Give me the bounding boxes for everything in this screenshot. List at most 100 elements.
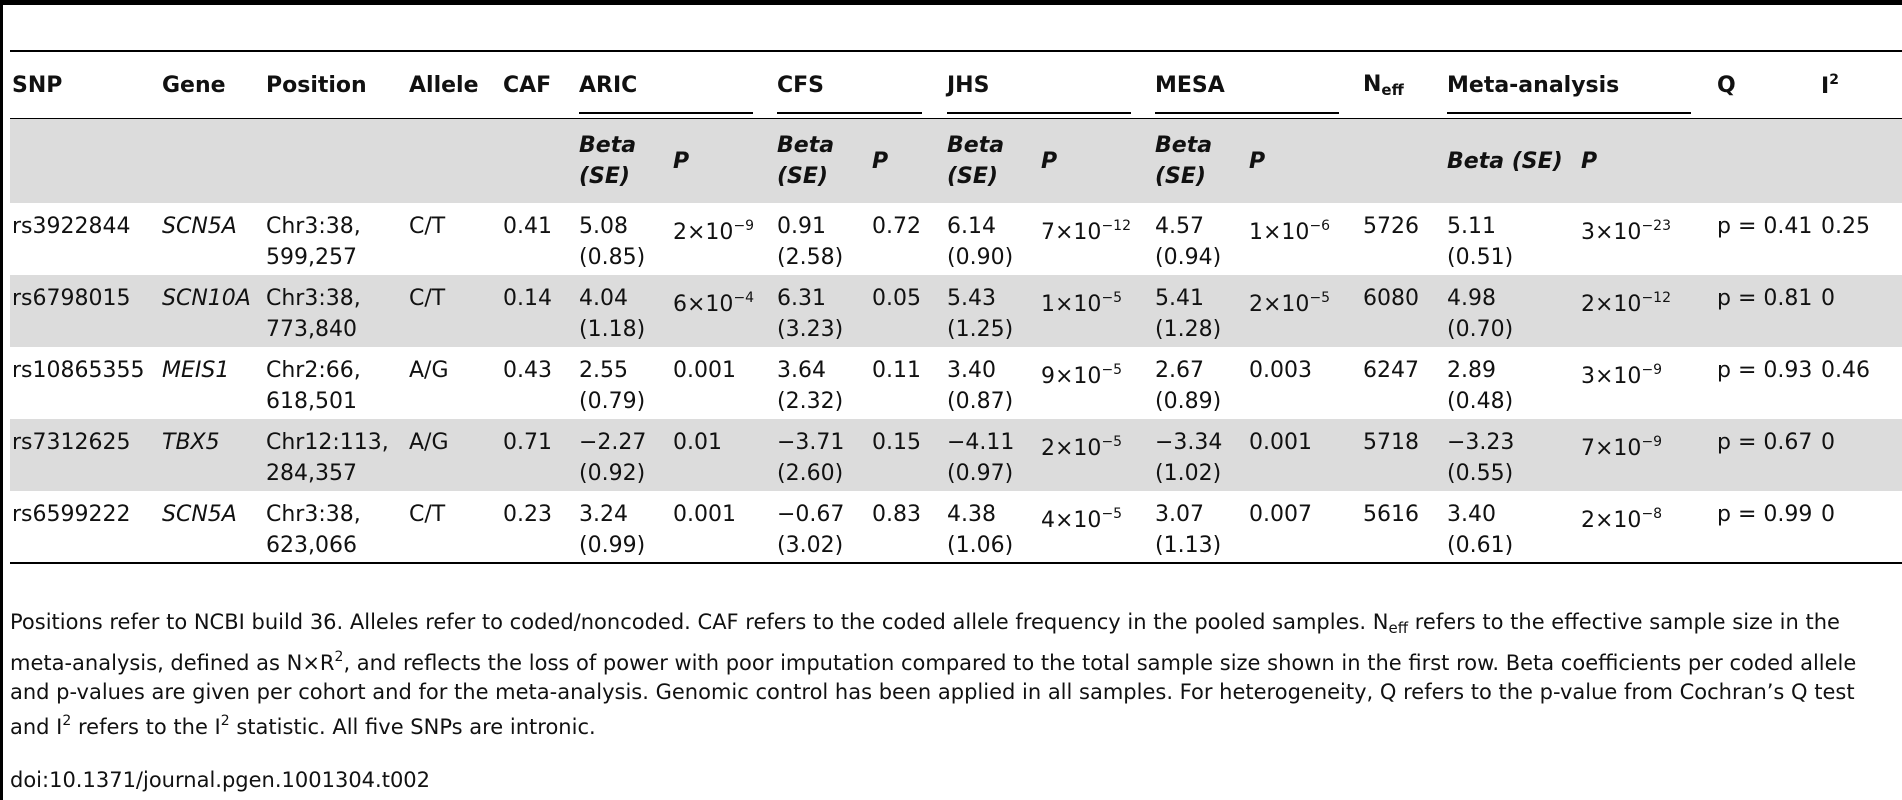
cfs-label: CFS — [777, 73, 922, 114]
i2-cell: 0.46 — [1821, 358, 1870, 383]
caf-cell: 0.23 — [501, 491, 577, 564]
meta-p-cell: 2×10−12 — [1579, 275, 1715, 347]
i2-cell: 0.25 — [1821, 214, 1870, 239]
cfs-p-cell: 0.15 — [870, 419, 945, 491]
jhs-beta-cell: 5.43 (1.25) — [945, 275, 1039, 347]
mesa-p-cell: 0.007 — [1247, 491, 1361, 564]
gene-cell: SCN10A — [160, 275, 264, 347]
col-mesa: MESA — [1153, 50, 1361, 119]
i2-cell: 0 — [1819, 491, 1902, 564]
meta-beta-cell: −3.23 (0.55) — [1445, 419, 1579, 491]
q-cell: p = 0.99 — [1715, 491, 1819, 564]
meta-p-cell: 7×10−9 — [1579, 419, 1715, 491]
jhs-p-cell: 2×10−5 — [1039, 419, 1153, 491]
q-cell: p = 0.93 — [1717, 358, 1813, 383]
allele-cell: C/T — [409, 214, 446, 239]
cfs-p-cell: 0.72 — [872, 214, 921, 239]
neff-cell: 5726 — [1363, 214, 1419, 239]
neff-base: N — [1363, 71, 1382, 97]
left-border — [0, 0, 3, 800]
jhs-beta-cell: 6.14 (0.90) — [947, 214, 1014, 270]
jhs-beta-header: Beta (SE) — [945, 118, 1039, 203]
meta-label: Meta-analysis — [1447, 73, 1691, 114]
position-cell: Chr2:66, 618,501 — [266, 358, 361, 414]
aric-p-cell: 0.001 — [673, 358, 736, 383]
col-i2: I2 — [1819, 50, 1902, 119]
allele-cell: A/G — [407, 419, 501, 491]
i2-cell: 0 — [1819, 275, 1902, 347]
aric-p-cell: 6×10−4 — [671, 275, 775, 347]
aric-label: ARIC — [579, 73, 753, 114]
neff-cell: 6080 — [1361, 275, 1445, 347]
position-cell: Chr3:38, 623,066 — [264, 491, 407, 564]
table-row: rs6798015 SCN10A Chr3:38, 773,840 C/T 0.1… — [10, 275, 1902, 347]
caf-cell: 0.43 — [503, 358, 552, 383]
mesa-p-cell: 0.001 — [1247, 419, 1361, 491]
col-q: Q — [1715, 50, 1819, 119]
col-neff: Neff — [1361, 50, 1445, 119]
table-row: rs3922844 SCN5A Chr3:38, 599,257 C/T 0.41… — [10, 203, 1902, 275]
mesa-p-cell: 2×10−5 — [1247, 275, 1361, 347]
cfs-p-cell: 0.05 — [870, 275, 945, 347]
aric-beta-cell: 2.55 (0.79) — [579, 358, 646, 414]
mesa-p-header: P — [1247, 118, 1361, 203]
col-snp: SNP — [10, 50, 160, 119]
jhs-p-cell: 7×10−12 — [1041, 218, 1131, 245]
cfs-beta-cell: 6.31 (3.23) — [775, 275, 870, 347]
cfs-beta-header: Beta (SE) — [775, 118, 870, 203]
allele-cell: C/T — [407, 491, 501, 564]
meta-p-cell: 3×10−23 — [1581, 218, 1671, 245]
cfs-beta-cell: 0.91 (2.58) — [777, 214, 844, 270]
cfs-p-header: P — [870, 118, 945, 203]
i2-sup: 2 — [1829, 71, 1839, 88]
caf-cell: 0.14 — [501, 275, 577, 347]
meta-beta-cell: 4.98 (0.70) — [1445, 275, 1579, 347]
mesa-beta-cell: −3.34 (1.02) — [1153, 419, 1247, 491]
mesa-label: MESA — [1155, 73, 1339, 114]
header-row: SNP Gene Position Allele CAF ARIC CFS JH… — [10, 50, 1902, 119]
allele-cell: A/G — [409, 358, 449, 383]
col-cfs: CFS — [775, 50, 945, 119]
mesa-p-cell: 0.003 — [1249, 358, 1312, 383]
gene-cell: MEIS1 — [162, 358, 230, 383]
col-aric: ARIC — [577, 50, 775, 119]
table-row: rs10865355 MEIS1 Chr2:66, 618,501 A/G 0.4… — [10, 347, 1902, 419]
cfs-beta-cell: −3.71 (2.60) — [775, 419, 870, 491]
meta-beta-cell: 2.89 (0.48) — [1447, 358, 1514, 414]
q-cell: p = 0.41 — [1717, 214, 1813, 239]
meta-p-header: P — [1579, 118, 1715, 203]
neff-cell: 6247 — [1363, 358, 1419, 383]
snp-cell: rs7312625 — [10, 419, 160, 491]
col-gene: Gene — [160, 50, 264, 119]
col-position: Position — [264, 50, 407, 119]
gene-cell: TBX5 — [160, 419, 264, 491]
aric-beta-header: Beta (SE) — [577, 118, 671, 203]
col-jhs: JHS — [945, 50, 1153, 119]
meta-beta-header: Beta (SE) — [1445, 118, 1579, 203]
col-meta: Meta-analysis — [1445, 50, 1715, 119]
jhs-p-cell: 9×10−5 — [1041, 362, 1123, 389]
jhs-beta-cell: −4.11 (0.97) — [945, 419, 1039, 491]
table-footnote: Positions refer to NCBI build 36. Allele… — [10, 610, 1857, 739]
meta-beta-cell: 3.40 (0.61) — [1445, 491, 1579, 564]
aric-p-cell: 2×10−9 — [673, 218, 755, 245]
snp-cell: rs3922844 — [12, 214, 131, 239]
snp-cell: rs6798015 — [10, 275, 160, 347]
doi-link[interactable]: doi:10.1371/journal.pgen.1001304.t002 — [10, 768, 431, 792]
cfs-beta-cell: 3.64 (2.32) — [777, 358, 844, 414]
snp-cell: rs10865355 — [12, 358, 145, 383]
aric-p-cell: 0.01 — [671, 419, 775, 491]
jhs-beta-cell: 3.40 (0.87) — [947, 358, 1014, 414]
q-cell: p = 0.81 — [1715, 275, 1819, 347]
mesa-p-cell: 1×10−6 — [1249, 218, 1331, 245]
i2-base: I — [1821, 73, 1830, 99]
col-allele: Allele — [407, 50, 501, 119]
caf-cell: 0.71 — [501, 419, 577, 491]
position-cell: Chr3:38, 773,840 — [264, 275, 407, 347]
results-table: SNP Gene Position Allele CAF ARIC CFS JH… — [10, 50, 1902, 564]
jhs-p-cell: 1×10−5 — [1039, 275, 1153, 347]
aric-p-cell: 0.001 — [671, 491, 775, 564]
aric-beta-cell: 5.08 (0.85) — [579, 214, 646, 270]
aric-beta-cell: −2.27 (0.92) — [577, 419, 671, 491]
neff-sub: eff — [1381, 80, 1404, 99]
